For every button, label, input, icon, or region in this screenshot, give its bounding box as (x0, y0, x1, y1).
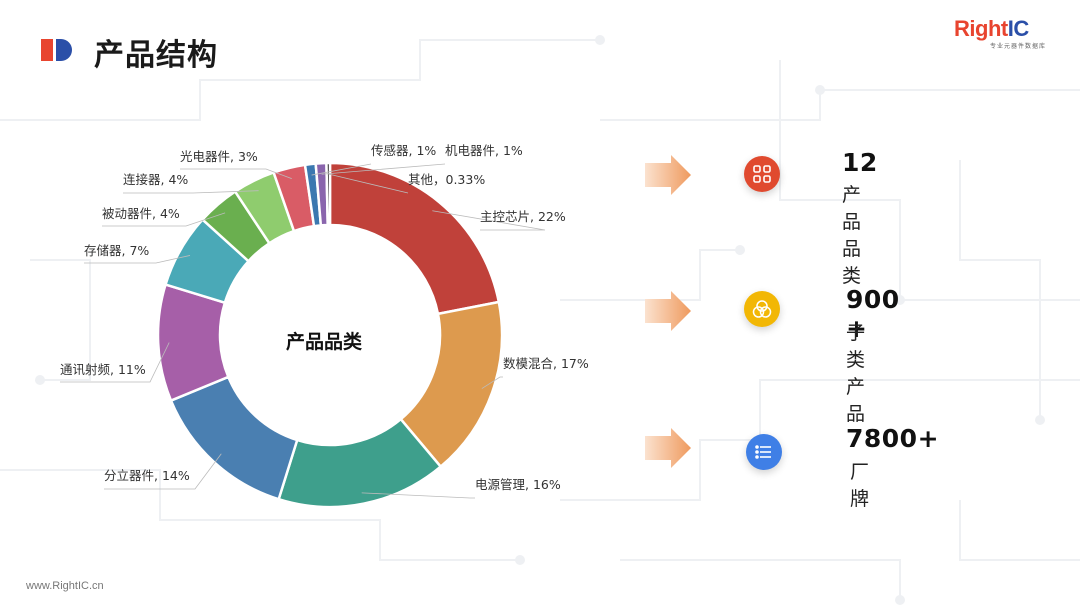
leader-line-11 (328, 173, 409, 194)
righticlogo: RightIC 专业元器件数据库 (954, 16, 1054, 51)
stat-value-brands: 7800+ (846, 424, 940, 453)
logo-text-right: Right (954, 16, 1008, 41)
leader-line-0 (432, 210, 546, 231)
stat-value-categories: 12 (842, 148, 878, 177)
logo-subtitle: 专业元器件数据库 (989, 43, 1046, 50)
slice-label-0: 主控芯片, 22% (480, 209, 566, 224)
stat-label-brands: 厂牌 (850, 461, 870, 510)
slice-label-2: 电源管理, 16% (475, 477, 561, 492)
leader-line-8 (180, 168, 292, 179)
slice-label-6: 被动器件, 4% (102, 206, 180, 221)
page-title: 产品结构 (94, 38, 218, 73)
logo-text-ic: IC (1007, 16, 1030, 41)
leader-line-7 (123, 190, 259, 194)
leader-line-2 (361, 492, 475, 499)
stat-label-categories: 产品品类 (842, 184, 862, 287)
slice-label-7: 连接器, 4% (123, 172, 188, 187)
leader-line-3 (104, 453, 222, 490)
leader-line-1 (481, 376, 503, 389)
slice-label-9: 传感器, 1% (371, 143, 436, 158)
donut-slice-3 (169, 375, 299, 501)
list-icon (746, 434, 782, 470)
leader-line-10 (321, 163, 446, 175)
slice-label-10: 机电器件, 1% (445, 143, 523, 158)
stat-label-subcategories: 子类产品 (846, 322, 866, 425)
slice-label-1: 数模混合, 17% (503, 356, 589, 371)
slice-label-8: 光电器件, 3% (180, 149, 258, 164)
leader-line-5 (84, 255, 191, 264)
slice-label-3: 分立器件, 14% (104, 468, 190, 483)
arrow-right-icon (645, 291, 691, 331)
header-mark-icon (41, 39, 72, 61)
leader-line-6 (102, 212, 226, 227)
trefoil-icon (744, 291, 780, 327)
slice-label-11: 其他，0.33% (408, 172, 485, 187)
donut-slice-11 (325, 161, 332, 227)
leader-line-9 (311, 163, 372, 176)
arrow-right-icon (645, 155, 691, 195)
slice-label-4: 通讯射频, 11% (60, 362, 146, 377)
leader-line-4 (60, 342, 170, 383)
slice-label-5: 存储器, 7% (84, 243, 149, 258)
grid-icon (744, 156, 780, 192)
stat-value-subcategories: 900 + (846, 285, 900, 343)
arrow-right-icon (645, 428, 691, 468)
donut-center-label: 产品品类 (286, 330, 362, 353)
footer-url: www.RightIC.cn (26, 580, 104, 592)
